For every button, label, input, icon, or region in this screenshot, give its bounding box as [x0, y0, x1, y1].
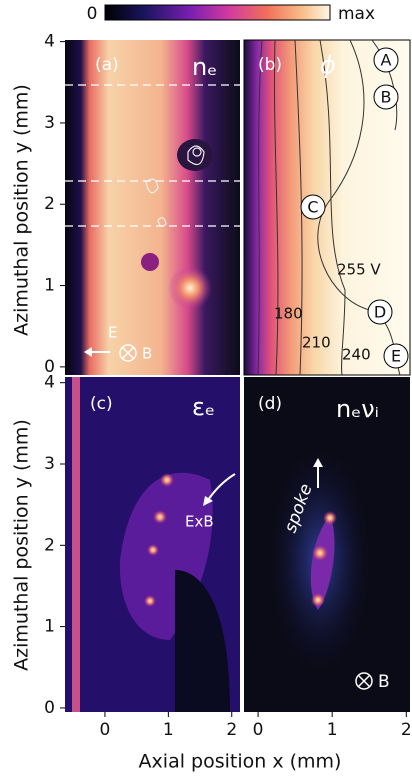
panel-label: (a) [95, 55, 119, 75]
annotation: E [391, 347, 401, 366]
y-tick-label: 0 [44, 698, 55, 718]
y-axis-label: Azimuthal position y (mm) [11, 84, 33, 336]
x-axis-label: Axial position x (mm) [139, 751, 342, 773]
y-tick-label: 1 [44, 276, 55, 296]
colorbar-min: 0 [87, 4, 98, 24]
y-tick-label: 3 [44, 454, 55, 474]
blob [168, 266, 212, 310]
annotation: B [142, 345, 152, 363]
x-tick-label: 2 [226, 720, 237, 740]
heatmap [65, 40, 240, 375]
y-tick-label: 4 [44, 373, 55, 393]
panel-title: nₑ [192, 53, 217, 81]
annotation: D [374, 303, 386, 322]
annotation: 210 [302, 334, 331, 352]
annotation: E [108, 324, 117, 342]
y-tick-label: 1 [44, 617, 55, 637]
x-tick-label: 2 [401, 720, 412, 740]
annotation: B [378, 672, 390, 692]
x-tick-label: 0 [100, 720, 111, 740]
panel-title: εₑ [192, 393, 215, 421]
y-tick-label: 3 [44, 113, 55, 133]
panel-title: ϕ [320, 51, 336, 79]
y-axis-label: Azimuthal position y (mm) [11, 419, 33, 671]
x-tick-label: 1 [163, 720, 174, 740]
figure: 0 max (a) nₑ E B (b) ϕ A B C D E 255 V 1… [0, 0, 412, 777]
panel-c: (c) εₑ ExB [65, 377, 240, 712]
panel-title: nₑνᵢ [336, 395, 379, 423]
annotation: A [381, 51, 392, 70]
y-tick-label: 4 [44, 32, 55, 52]
heatmap [72, 377, 80, 712]
y-tick-label: 2 [44, 535, 55, 555]
panel-b: (b) ϕ A B C D E 255 V 180 210 240 [244, 40, 410, 375]
panel-a: (a) nₑ E B [65, 40, 240, 375]
annotation: ExB [185, 513, 214, 531]
x-tick-label: 1 [327, 720, 338, 740]
annotation: C [307, 198, 318, 217]
colorbar-max: max [338, 4, 375, 24]
annotation: 240 [342, 346, 371, 364]
x-tick-label: 0 [253, 720, 264, 740]
annotation: 255 V [337, 261, 381, 279]
annotation: 180 [274, 305, 303, 323]
panel-label: (d) [258, 394, 282, 414]
y-tick-label: 2 [44, 194, 55, 214]
panel-label: (c) [90, 394, 113, 414]
colorbar [105, 5, 330, 20]
annotation: B [381, 88, 392, 107]
panel-d: (d) nₑνᵢ spoke B [244, 377, 410, 712]
blob [141, 253, 159, 271]
panel-label: (b) [258, 55, 282, 75]
